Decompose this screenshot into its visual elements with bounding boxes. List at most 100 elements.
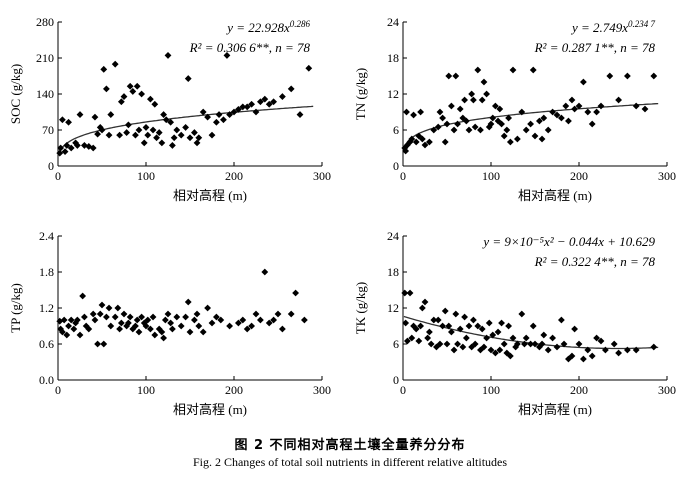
data-point	[265, 100, 273, 108]
data-point	[85, 143, 93, 150]
data-point	[252, 108, 260, 116]
data-point	[81, 142, 88, 149]
data-point	[126, 82, 134, 90]
data-point	[94, 340, 101, 348]
data-point	[456, 325, 464, 333]
data-point	[123, 322, 131, 330]
data-point	[448, 102, 455, 110]
data-point	[59, 116, 66, 124]
data-point	[164, 52, 172, 59]
data-point	[81, 313, 88, 321]
data-point	[529, 322, 537, 330]
data-point	[483, 90, 490, 98]
data-point	[96, 124, 104, 131]
data-point	[257, 316, 264, 324]
y-tick-label: 6	[393, 337, 399, 351]
y-tick-label: 18	[387, 51, 399, 65]
data-point	[465, 126, 473, 134]
data-point	[509, 334, 517, 342]
data-point	[151, 331, 159, 339]
data-point	[186, 328, 194, 336]
data-point	[500, 132, 508, 140]
data-point	[186, 134, 194, 142]
data-point	[514, 340, 521, 348]
data-point	[544, 126, 552, 134]
data-point	[588, 352, 596, 360]
data-point	[402, 319, 410, 327]
data-point	[217, 316, 225, 324]
data-point	[98, 126, 106, 134]
data-point	[514, 135, 521, 143]
chart-tn: 0 6 12 18 24 0 100 200 300 相对高程 (m) TN (g/kg) y = 2…	[353, 15, 676, 203]
data-point	[536, 117, 543, 125]
data-point	[72, 319, 79, 327]
data-point	[412, 138, 420, 146]
data-point	[193, 310, 201, 318]
x-tick-label: 300	[313, 383, 331, 397]
data-point	[470, 316, 477, 324]
data-point	[480, 78, 488, 86]
data-point	[503, 126, 511, 134]
data-point	[149, 126, 157, 134]
data-point	[239, 103, 247, 111]
x-tick-label: 200	[225, 169, 243, 183]
fit-statistics: R² = 0.322 4**, n = 78	[534, 254, 656, 269]
y-axis-label: TK (g/kg)	[353, 282, 368, 334]
fit-equation: y = 9×10⁻⁵x² − 0.044x + 10.629	[481, 234, 655, 249]
data-point	[544, 346, 552, 354]
data-point	[199, 328, 207, 336]
data-point	[162, 116, 170, 124]
data-point	[111, 60, 119, 68]
data-point	[410, 322, 417, 330]
y-tick-label: 1.8	[39, 265, 54, 279]
x-tick-label: 300	[313, 169, 331, 183]
data-point	[223, 52, 231, 59]
data-point	[265, 319, 273, 327]
data-point	[509, 66, 517, 74]
data-point	[445, 322, 453, 330]
data-point	[443, 340, 451, 348]
data-point	[549, 108, 556, 116]
data-point	[426, 328, 433, 336]
data-point	[170, 134, 178, 142]
data-point	[243, 103, 251, 111]
x-tick-label: 0	[55, 169, 61, 183]
data-point	[195, 134, 203, 142]
data-point	[485, 319, 493, 327]
data-point	[477, 126, 484, 134]
y-tick-label: 280	[36, 15, 54, 29]
data-point	[270, 98, 277, 106]
data-point	[140, 319, 148, 327]
data-point	[492, 349, 499, 357]
data-point	[114, 304, 122, 312]
data-point	[483, 334, 490, 342]
y-tick-label: 18	[387, 265, 399, 279]
data-point	[538, 340, 546, 348]
x-axis-label: 相对高程 (m)	[518, 402, 592, 417]
data-point	[553, 343, 561, 351]
data-point	[500, 340, 508, 348]
data-point	[538, 135, 546, 143]
data-point	[496, 105, 504, 113]
data-point	[456, 105, 464, 113]
data-point	[471, 123, 479, 131]
data-point	[498, 120, 505, 128]
data-point	[506, 352, 514, 360]
y-tick-label: 210	[36, 51, 54, 65]
data-point	[226, 322, 233, 330]
x-tick-label: 100	[482, 169, 500, 183]
data-point	[160, 111, 167, 118]
data-point	[73, 316, 81, 324]
data-point	[434, 316, 442, 324]
data-point	[527, 340, 534, 348]
data-point	[408, 334, 416, 342]
data-point	[142, 322, 150, 330]
data-point	[443, 120, 451, 128]
data-point	[164, 310, 172, 318]
data-point	[103, 85, 110, 93]
data-point	[213, 313, 220, 321]
data-point	[402, 147, 410, 155]
data-point	[56, 149, 64, 157]
x-tick-label: 200	[225, 383, 243, 397]
data-point	[261, 268, 269, 276]
